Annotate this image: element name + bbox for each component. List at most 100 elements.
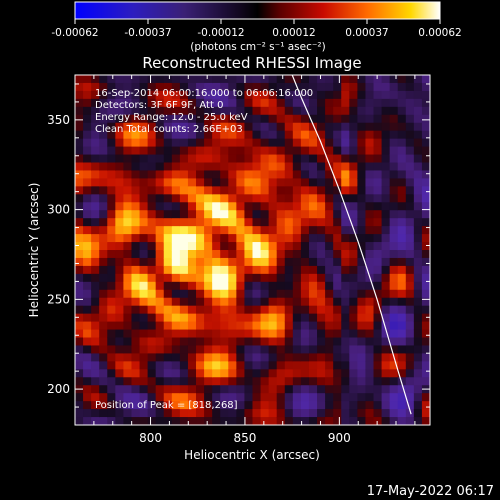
heatmap-cell: [333, 265, 342, 275]
heatmap-cell: [349, 385, 358, 394]
heatmap-cell: [276, 361, 286, 370]
heatmap-cell: [308, 329, 318, 339]
heatmap-cell: [75, 257, 84, 267]
heatmap-cell: [260, 130, 270, 140]
heatmap-cell: [268, 385, 278, 394]
heatmap-cell: [381, 393, 391, 402]
heatmap-cell: [268, 409, 278, 418]
heatmap-cell: [300, 146, 310, 156]
heatmap-cell: [204, 345, 213, 354]
heatmap-cell: [389, 377, 399, 386]
heatmap-cell: [300, 329, 310, 339]
heatmap-cell: [333, 289, 342, 299]
heatmap-cell: [260, 281, 270, 291]
heatmap-cell: [292, 377, 302, 386]
heatmap-cell: [365, 130, 375, 140]
heatmap-cell: [276, 106, 286, 116]
x-axis-label: Heliocentric X (arcsec): [184, 448, 320, 462]
heatmap-cell: [397, 250, 407, 259]
heatmap-cell: [325, 281, 334, 291]
axis-ticks: [74, 75, 430, 426]
heatmap-cell: [204, 146, 213, 156]
heatmap-cell: [341, 138, 350, 148]
heatmap-cell: [187, 242, 197, 251]
heatmap-cell: [333, 130, 342, 140]
heatmap-cell: [373, 321, 383, 331]
heatmap-cell: [155, 122, 165, 132]
heatmap-cell: [91, 186, 100, 195]
heatmap-cell: [99, 122, 108, 132]
heatmap-cell: [107, 305, 116, 315]
heatmap-cell: [365, 122, 375, 132]
heatmap-cell: [300, 106, 310, 116]
heatmap-cell: [300, 250, 310, 259]
heatmap-cell: [397, 170, 407, 179]
heatmap-cell: [179, 329, 189, 339]
heatmap-cell: [220, 202, 229, 211]
heatmap-cell: [405, 393, 415, 402]
heatmap-cell: [292, 98, 302, 108]
heatmap-cell: [99, 337, 108, 347]
heatmap-cell: [413, 106, 423, 116]
heatmap-cell: [196, 273, 205, 283]
heatmap-cell: [260, 313, 270, 323]
heatmap-cell: [187, 361, 197, 370]
heatmap-cell: [405, 345, 415, 354]
heatmap-cell: [381, 273, 391, 283]
heatmap-cell: [325, 242, 334, 251]
heatmap-cell: [171, 146, 181, 156]
heatmap-cell: [83, 417, 92, 425]
heatmap-cell: [300, 210, 310, 219]
heatmap-cell: [413, 90, 423, 100]
heatmap-cell: [179, 82, 189, 92]
heatmap-cell: [405, 106, 415, 116]
heatmap-cell: [325, 75, 334, 84]
heatmap-cell: [260, 401, 270, 410]
heatmap-cell: [236, 409, 246, 418]
heatmap-cell: [268, 178, 278, 187]
heatmap-cell: [373, 345, 383, 354]
heatmap-cell: [292, 154, 302, 164]
heatmap-cell: [139, 106, 149, 116]
heatmap-cell: [284, 138, 294, 148]
heatmap-cell: [268, 337, 278, 347]
heatmap-cell: [75, 401, 84, 410]
heatmap-cell: [252, 250, 262, 259]
heatmap-cell: [147, 417, 157, 425]
heatmap-cell: [171, 289, 181, 299]
heatmap-cell: [107, 257, 116, 267]
heatmap-cell: [196, 265, 205, 275]
heatmap-cell: [179, 265, 189, 275]
heatmap-cell: [341, 257, 350, 267]
heatmap-cell: [317, 130, 326, 140]
heatmap-cell: [131, 321, 141, 331]
heatmap-cell: [220, 242, 229, 251]
heatmap-cell: [341, 361, 350, 370]
heatmap-cell: [300, 305, 310, 315]
heatmap-cell: [91, 265, 100, 275]
heatmap-cell: [357, 106, 367, 116]
heatmap-cell: [365, 242, 375, 251]
heatmap-cell: [212, 361, 221, 370]
heatmap-cell: [131, 289, 141, 299]
heatmap-cell: [228, 409, 237, 418]
heatmap-cell: [341, 90, 350, 100]
heatmap-cell: [333, 329, 342, 339]
heatmap-cell: [365, 82, 375, 92]
heatmap-cell: [204, 305, 213, 315]
heatmap-cell: [204, 337, 213, 347]
heatmap-cell: [147, 194, 157, 203]
heatmap-cell: [325, 345, 334, 354]
heatmap-cell: [357, 194, 367, 203]
heatmap-cell: [389, 178, 399, 187]
heatmap-cell: [212, 353, 221, 362]
heatmap-cell: [139, 369, 149, 378]
heatmap-cell: [292, 257, 302, 267]
heatmap-cell: [341, 122, 350, 132]
heatmap-cell: [236, 242, 246, 251]
heatmap-cell: [236, 281, 246, 291]
heatmap-cell: [300, 194, 310, 203]
heatmap-cell: [252, 114, 262, 124]
heatmap-cell: [268, 162, 278, 172]
colorbar-tick-label: 0.00012: [272, 27, 315, 39]
